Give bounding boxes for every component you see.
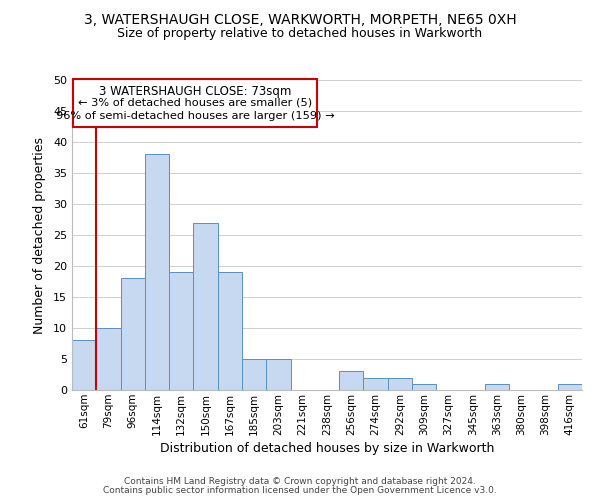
Bar — [485, 384, 509, 390]
Bar — [121, 278, 145, 390]
Bar — [242, 359, 266, 390]
Bar — [266, 359, 290, 390]
FancyBboxPatch shape — [73, 79, 317, 126]
Bar — [193, 222, 218, 390]
Text: Contains public sector information licensed under the Open Government Licence v3: Contains public sector information licen… — [103, 486, 497, 495]
Y-axis label: Number of detached properties: Number of detached properties — [33, 136, 46, 334]
Bar — [558, 384, 582, 390]
Bar — [145, 154, 169, 390]
Bar — [218, 272, 242, 390]
X-axis label: Distribution of detached houses by size in Warkworth: Distribution of detached houses by size … — [160, 442, 494, 455]
Text: ← 3% of detached houses are smaller (5): ← 3% of detached houses are smaller (5) — [78, 98, 313, 108]
Bar — [96, 328, 121, 390]
Text: 3 WATERSHAUGH CLOSE: 73sqm: 3 WATERSHAUGH CLOSE: 73sqm — [99, 85, 292, 98]
Bar — [339, 372, 364, 390]
Text: 3, WATERSHAUGH CLOSE, WARKWORTH, MORPETH, NE65 0XH: 3, WATERSHAUGH CLOSE, WARKWORTH, MORPETH… — [83, 12, 517, 26]
Text: Size of property relative to detached houses in Warkworth: Size of property relative to detached ho… — [118, 28, 482, 40]
Bar — [364, 378, 388, 390]
Bar — [412, 384, 436, 390]
Bar — [72, 340, 96, 390]
Text: Contains HM Land Registry data © Crown copyright and database right 2024.: Contains HM Land Registry data © Crown c… — [124, 477, 476, 486]
Text: 96% of semi-detached houses are larger (159) →: 96% of semi-detached houses are larger (… — [56, 111, 335, 121]
Bar — [169, 272, 193, 390]
Bar — [388, 378, 412, 390]
